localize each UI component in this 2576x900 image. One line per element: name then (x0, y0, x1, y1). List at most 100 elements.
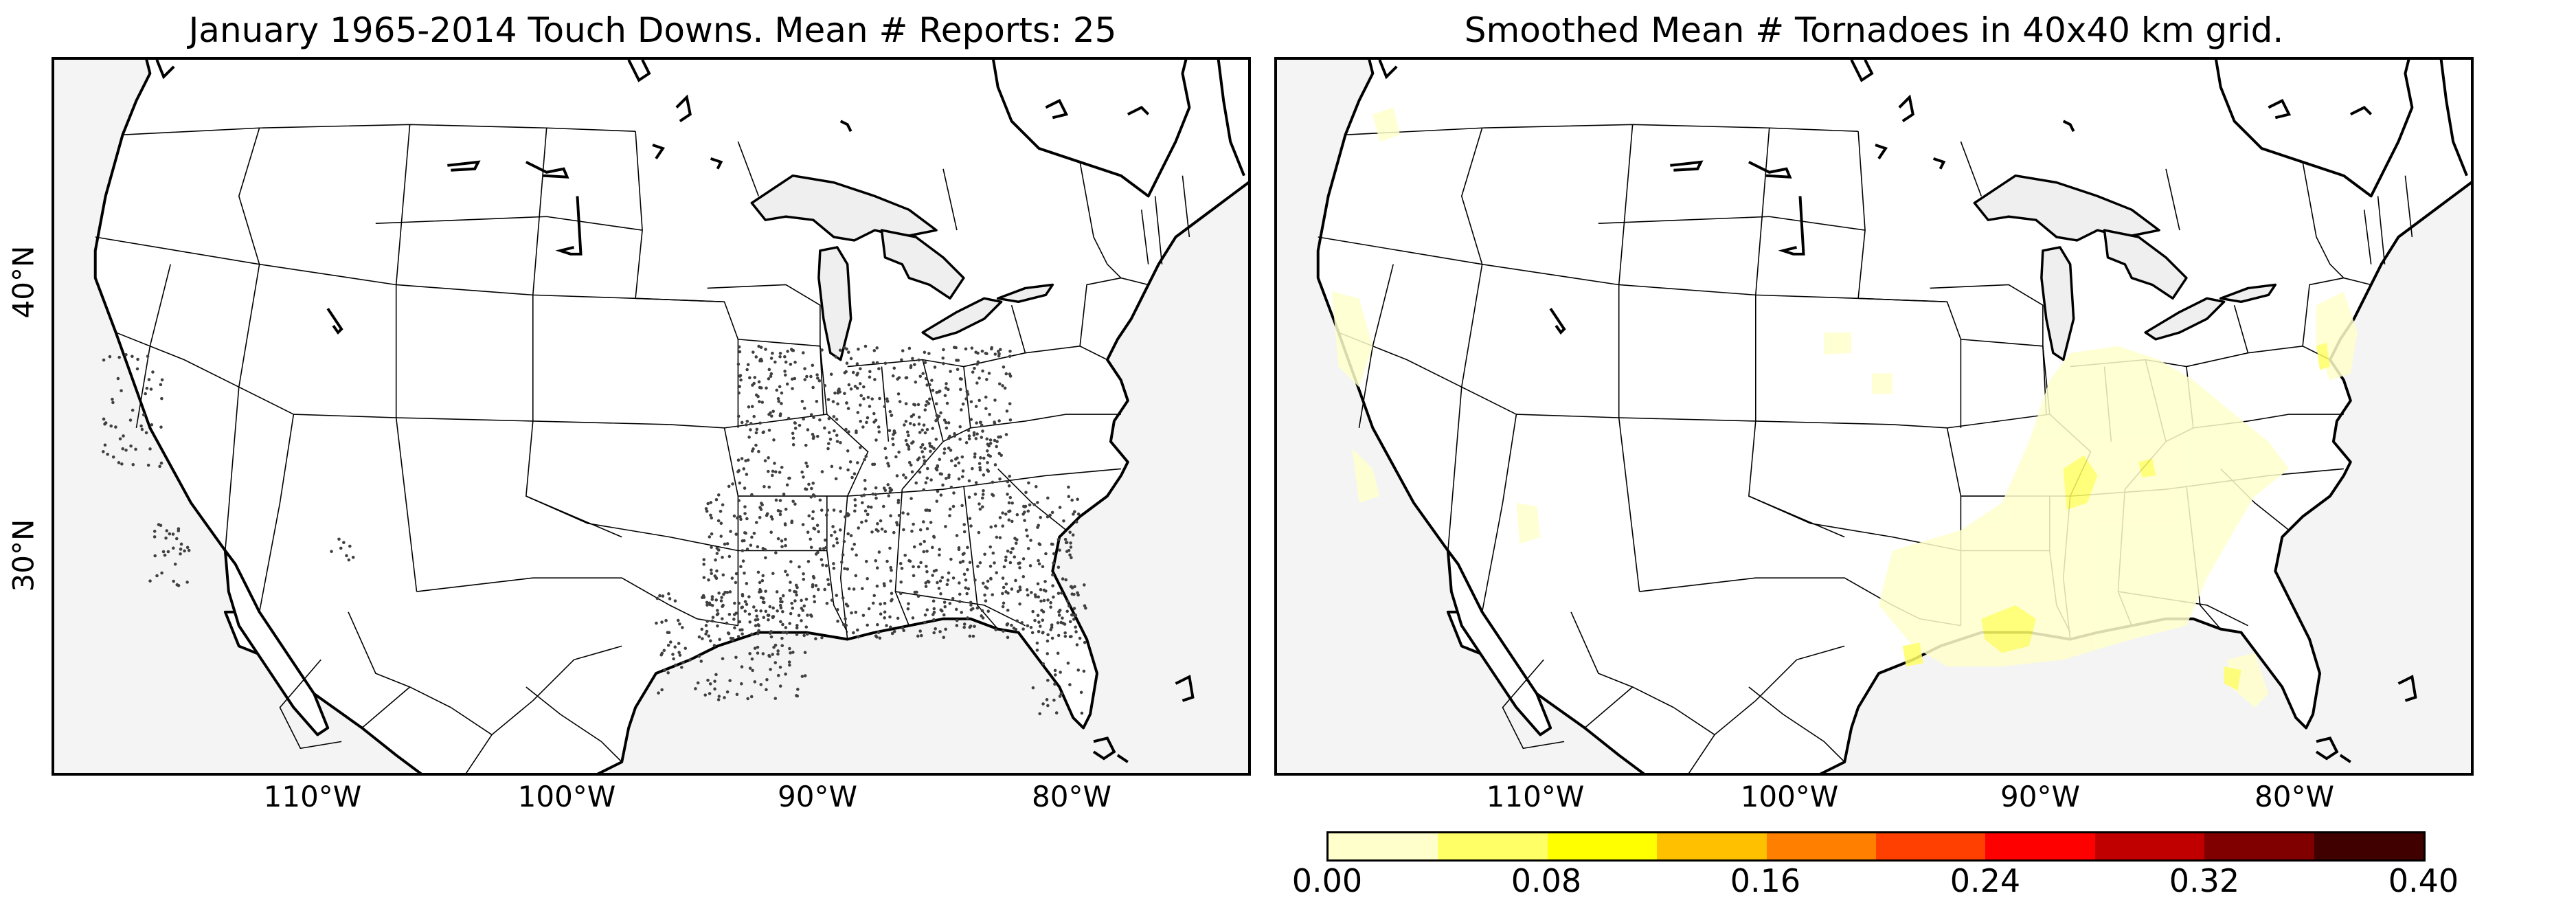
touchdown-point (916, 403, 920, 407)
touchdown-point (927, 352, 931, 355)
touchdown-point (743, 609, 747, 613)
touchdown-point (895, 521, 899, 524)
touchdown-point (832, 544, 835, 548)
touchdown-point (830, 598, 834, 602)
touchdown-point (680, 666, 683, 669)
touchdown-point (111, 455, 115, 459)
touchdown-point (936, 489, 940, 493)
touchdown-point (844, 427, 848, 431)
touchdown-point (922, 423, 926, 427)
touchdown-point (1074, 630, 1078, 633)
touchdown-point (747, 405, 751, 409)
touchdown-point (875, 622, 879, 627)
touchdown-point (769, 635, 773, 639)
touchdown-point (899, 561, 903, 565)
touchdown-point (776, 609, 779, 613)
touchdown-point (741, 605, 745, 609)
touchdown-point (969, 603, 973, 607)
touchdown-point (756, 631, 760, 635)
colorbar-tick-label: 0.40 (2388, 862, 2459, 899)
touchdown-point (993, 561, 996, 565)
touchdown-point (750, 535, 754, 539)
touchdown-point (948, 602, 952, 605)
touchdown-point (758, 581, 762, 585)
smoothed-density-map (1274, 57, 2474, 776)
touchdown-point (863, 509, 868, 513)
touchdown-point (875, 566, 879, 570)
touchdown-point (716, 612, 720, 616)
touchdown-point (788, 589, 792, 592)
touchdown-point (972, 431, 976, 435)
touchdown-point (1041, 631, 1045, 634)
touchdown-point (716, 548, 721, 552)
touchdown-point (842, 539, 846, 543)
touchdown-point (877, 631, 881, 634)
touchdown-point (911, 616, 915, 620)
touchdown-point (1039, 625, 1042, 628)
touchdown-point (793, 427, 798, 430)
touchdown-point (857, 347, 860, 351)
touchdown-point (836, 391, 840, 395)
touchdown-point (1073, 510, 1076, 514)
touchdown-point (1050, 623, 1054, 627)
touchdown-point (660, 620, 664, 624)
touchdown-point (888, 429, 892, 433)
touchdown-point (117, 355, 121, 359)
touchdown-point (1016, 589, 1020, 594)
touchdown-point (910, 529, 914, 533)
touchdown-point (778, 513, 782, 517)
touchdown-point (868, 370, 872, 374)
touchdown-point (912, 413, 916, 416)
touchdown-point (966, 567, 969, 572)
touchdown-point (801, 351, 805, 355)
touchdown-point (945, 477, 948, 480)
touchdown-point (783, 523, 787, 527)
touchdown-point (1046, 496, 1050, 500)
touchdown-point (991, 493, 994, 497)
touchdown-point (890, 631, 894, 635)
touchdown-point (879, 612, 883, 616)
touchdown-point (908, 422, 912, 425)
touchdown-point (951, 504, 956, 508)
touchdown-point (174, 537, 179, 541)
touchdown-point (767, 469, 770, 473)
touchdown-point (890, 568, 893, 572)
touchdown-point (798, 565, 801, 569)
touchdown-point (1063, 537, 1067, 541)
touchdown-point (854, 610, 858, 614)
touchdown-point (749, 428, 752, 431)
lon-label-100w-right: 100°W (1740, 780, 1839, 813)
touchdown-point (920, 428, 924, 432)
touchdown-point (986, 609, 991, 613)
lon-label-90w: 90°W (778, 780, 857, 813)
touchdown-point (1051, 542, 1054, 546)
touchdown-point (765, 386, 768, 390)
touchdown-point (702, 576, 706, 579)
touchdown-point (773, 661, 778, 664)
touchdown-point (911, 357, 914, 361)
touchdown-point (843, 371, 847, 374)
touchdown-point (974, 481, 978, 484)
touchdown-point (782, 493, 786, 496)
touchdown-point (847, 430, 850, 434)
touchdown-point (988, 438, 993, 442)
touchdown-point (839, 466, 842, 470)
touchdown-point (738, 481, 742, 485)
touchdown-point (877, 430, 881, 434)
touchdown-point (710, 516, 714, 520)
touchdown-point (844, 617, 847, 621)
touchdown-point (1063, 634, 1067, 638)
touchdown-point (736, 635, 741, 638)
touchdown-point (942, 451, 946, 455)
touchdown-point (850, 611, 853, 615)
touchdown-point (745, 548, 749, 551)
touchdown-point (764, 589, 767, 593)
touchdown-point (1070, 635, 1073, 638)
touchdown-point (964, 441, 969, 445)
touchdown-point (895, 474, 899, 477)
touchdown-point (723, 542, 727, 546)
touchdown-point (923, 613, 927, 617)
touchdown-point (732, 618, 736, 621)
touchdown-point (901, 511, 905, 515)
touchdown-point (1058, 695, 1062, 698)
